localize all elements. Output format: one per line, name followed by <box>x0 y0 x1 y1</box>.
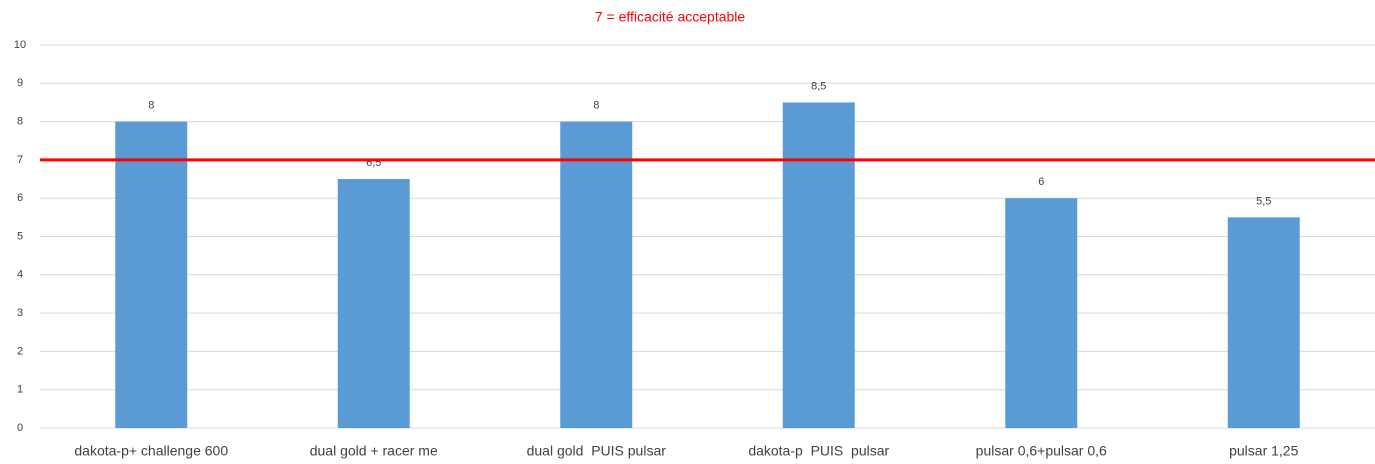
y-tick-label: 1 <box>17 384 23 396</box>
y-tick-label: 6 <box>17 192 23 204</box>
y-tick-label: 0 <box>17 422 23 434</box>
y-tick-label: 9 <box>17 77 23 89</box>
bar <box>1227 217 1300 428</box>
y-tick-label: 10 <box>14 39 26 51</box>
y-tick-label: 7 <box>17 154 23 166</box>
value-label: 8 <box>148 100 154 112</box>
y-tick-label: 5 <box>17 230 23 242</box>
x-tick-label: dual gold PUIS pulsar <box>527 443 667 459</box>
y-tick-label: 4 <box>17 269 23 281</box>
bar <box>1005 198 1078 428</box>
x-tick-label: pulsar 0,6+pulsar 0,6 <box>976 443 1107 459</box>
x-tick-label: dual gold + racer me <box>310 443 438 459</box>
bar <box>560 121 633 428</box>
reference-annotation: 7 = efficacité acceptable <box>595 9 746 25</box>
x-tick-label: pulsar 1,25 <box>1229 443 1298 459</box>
value-label: 5,5 <box>1256 195 1271 207</box>
y-tick-label: 8 <box>17 116 23 128</box>
value-label: 6 <box>1038 176 1044 188</box>
value-label: 8,5 <box>811 80 826 92</box>
value-label: 8 <box>593 100 599 112</box>
bar <box>337 179 410 428</box>
y-tick-label: 3 <box>17 307 23 319</box>
bar <box>782 102 855 428</box>
x-tick-label: dakota-p+ challenge 600 <box>74 443 228 459</box>
bar <box>115 121 188 428</box>
x-tick-label: dakota-p PUIS pulsar <box>748 443 889 459</box>
y-tick-label: 2 <box>17 345 23 357</box>
